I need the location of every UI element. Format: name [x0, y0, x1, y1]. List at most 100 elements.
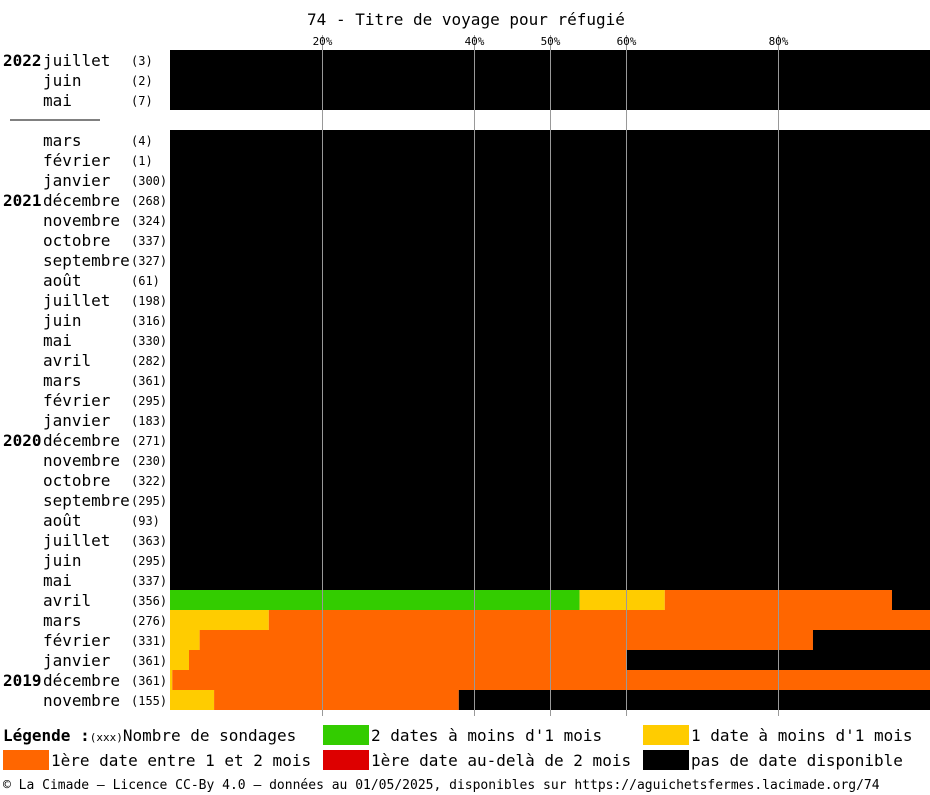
- count-label: (300): [131, 174, 167, 188]
- legend-count-hint: (xxx): [89, 731, 123, 744]
- count-label: (198): [131, 294, 167, 308]
- month-label: mai: [43, 91, 72, 110]
- count-label: (1): [131, 154, 153, 168]
- count-label: (295): [131, 394, 167, 408]
- bar-segment-black: [892, 590, 930, 610]
- count-label: (361): [131, 654, 167, 668]
- count-label: (327): [131, 254, 167, 268]
- count-label: (93): [131, 514, 160, 528]
- count-label: (282): [131, 354, 167, 368]
- bar-segment-black: [812, 630, 930, 650]
- month-label: mars: [43, 611, 82, 630]
- month-label: novembre: [43, 211, 120, 230]
- month-label: novembre: [43, 451, 120, 470]
- x-tick-label: 80%: [769, 35, 789, 48]
- x-tick-label: 20%: [313, 35, 333, 48]
- month-label: juillet: [43, 51, 110, 70]
- month-label: avril: [43, 351, 91, 370]
- legend-label-green: 2 dates à moins d'1 mois: [371, 726, 603, 745]
- gridlines: [322, 35, 779, 716]
- bar-segment-orange: [189, 650, 627, 670]
- x-tick-labels: 20% 40% 50% 60% 80%: [313, 35, 789, 48]
- month-label: novembre: [43, 691, 120, 710]
- month-label: mars: [43, 371, 82, 390]
- count-label: (361): [131, 674, 167, 688]
- legend-count-entry: Légende :(xxx)Nombre de sondages: [3, 726, 296, 748]
- bar-segment-orange: [214, 690, 459, 710]
- month-label: juin: [43, 551, 82, 570]
- month-label: septembre: [43, 251, 130, 270]
- legend-label-black: pas de date disponible: [691, 751, 903, 770]
- month-label: août: [43, 271, 82, 290]
- legend-swatch-green: [323, 725, 369, 745]
- bar-segment-yellow: [170, 670, 173, 690]
- legend-swatch-black: [643, 750, 689, 770]
- count-label: (230): [131, 454, 167, 468]
- legend-swatch-yellow: [643, 725, 689, 745]
- count-label: (268): [131, 194, 167, 208]
- month-label: février: [43, 631, 111, 650]
- month-label: février: [43, 151, 111, 170]
- month-label: mai: [43, 571, 72, 590]
- count-label: (155): [131, 694, 167, 708]
- year-label: 2019: [3, 671, 42, 690]
- month-label: mars: [43, 131, 82, 150]
- count-label: (61): [131, 274, 160, 288]
- bar-segment-orange: [172, 670, 930, 690]
- count-label: (295): [131, 554, 167, 568]
- month-label: juin: [43, 311, 82, 330]
- count-label: (2): [131, 74, 153, 88]
- month-label: août: [43, 511, 82, 530]
- month-label: février: [43, 391, 111, 410]
- legend: Légende :(xxx)Nombre de sondages 2 dates…: [0, 724, 930, 774]
- count-label: (361): [131, 374, 167, 388]
- x-tick-label: 60%: [617, 35, 637, 48]
- month-label: janvier: [43, 651, 111, 670]
- legend-label-yellow: 1 date à moins d'1 mois: [691, 726, 913, 745]
- row-labels: 2022 juillet (3)juin (2)mai (7)mars (4)févrie…: [3, 51, 167, 710]
- count-label: (331): [131, 634, 167, 648]
- legend-label-orange: 1ère date entre 1 et 2 mois: [51, 751, 312, 770]
- year-label: 2020: [3, 431, 42, 450]
- year-label: 2021: [3, 191, 42, 210]
- count-label: (295): [131, 494, 167, 508]
- count-label: (271): [131, 434, 167, 448]
- count-label: (324): [131, 214, 167, 228]
- month-label: juillet: [43, 531, 110, 550]
- month-label: décembre: [43, 191, 120, 210]
- month-label: juillet: [43, 291, 110, 310]
- year-label: 2022: [3, 51, 42, 70]
- x-tick-label: 40%: [465, 35, 485, 48]
- count-label: (330): [131, 334, 167, 348]
- count-label: (356): [131, 594, 167, 608]
- bar-segment-green: [170, 590, 580, 610]
- count-label: (183): [131, 414, 167, 428]
- bar-segment-yellow: [170, 650, 189, 670]
- bar-segment-yellow: [170, 630, 200, 650]
- bar-segment-orange: [268, 610, 930, 630]
- x-tick-label: 50%: [541, 35, 561, 48]
- month-label: janvier: [43, 171, 111, 190]
- month-label: janvier: [43, 411, 111, 430]
- bar-segment-yellow: [579, 590, 665, 610]
- month-label: avril: [43, 591, 91, 610]
- month-label: juin: [43, 71, 82, 90]
- count-label: (316): [131, 314, 167, 328]
- chart-svg: 74 - Titre de voyage pour réfugié 20% 40%…: [3, 10, 930, 716]
- chart-title: 74 - Titre de voyage pour réfugié: [307, 10, 625, 29]
- month-label: décembre: [43, 671, 120, 690]
- month-label: octobre: [43, 471, 110, 490]
- legend-swatch-orange: [3, 750, 49, 770]
- legend-title: Légende :: [3, 726, 90, 745]
- count-label: (337): [131, 574, 167, 588]
- bar-segment-black: [458, 690, 930, 710]
- bar-segment-yellow: [170, 610, 269, 630]
- count-label: (3): [131, 54, 153, 68]
- footer-credits: © La Cimade — Licence CC-By 4.0 — donnée…: [3, 778, 880, 793]
- month-label: décembre: [43, 431, 120, 450]
- count-label: (322): [131, 474, 167, 488]
- legend-count-label: Nombre de sondages: [122, 726, 297, 745]
- count-label: (276): [131, 614, 167, 628]
- legend-label-red: 1ère date au-delà de 2 mois: [371, 751, 632, 770]
- legend-swatch-red: [323, 750, 369, 770]
